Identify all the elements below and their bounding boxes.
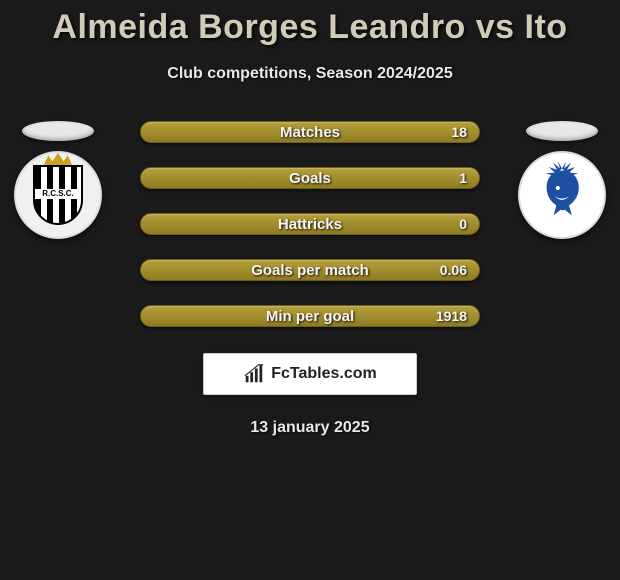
player-right-column [512,121,612,239]
stat-value: 18 [451,124,467,140]
stat-value: 1918 [436,308,467,324]
stat-bar-matches: Matches 18 [140,121,480,143]
club-badge-right [518,151,606,239]
native-head-icon [527,160,597,230]
player-right-avatar-placeholder [526,121,598,141]
stat-bar-goals-per-match: Goals per match 0.06 [140,259,480,281]
stat-value: 0.06 [440,262,467,278]
stat-label: Hattricks [278,216,342,233]
stat-value: 0 [459,216,467,232]
brand-text: FcTables.com [271,365,377,383]
stat-label: Matches [280,124,340,141]
club-badge-left: R.C.S.C. [14,151,102,239]
stat-bar-hattricks: Hattricks 0 [140,213,480,235]
subtitle: Club competitions, Season 2024/2025 [0,65,620,83]
crown-icon [44,153,72,165]
brand-badge[interactable]: FcTables.com [203,353,417,395]
stats-bars: Matches 18 Goals 1 Hattricks 0 Goals per… [140,121,480,327]
chart-icon [243,363,265,385]
date-label: 13 january 2025 [0,419,620,437]
club-code-left: R.C.S.C. [35,189,81,199]
stat-value: 1 [459,170,467,186]
stat-bar-min-per-goal: Min per goal 1918 [140,305,480,327]
stat-label: Goals [289,170,331,187]
stat-bar-goals: Goals 1 [140,167,480,189]
page-title: Almeida Borges Leandro vs Ito [0,0,620,47]
stat-label: Min per goal [266,308,354,325]
player-left-column: R.C.S.C. [8,121,108,239]
stat-label: Goals per match [251,262,369,279]
player-left-avatar-placeholder [22,121,94,141]
comparison-panel: R.C.S.C. Matches 18 Goals 1 Hattricks 0 [0,121,620,437]
shield-icon: R.C.S.C. [33,165,83,225]
